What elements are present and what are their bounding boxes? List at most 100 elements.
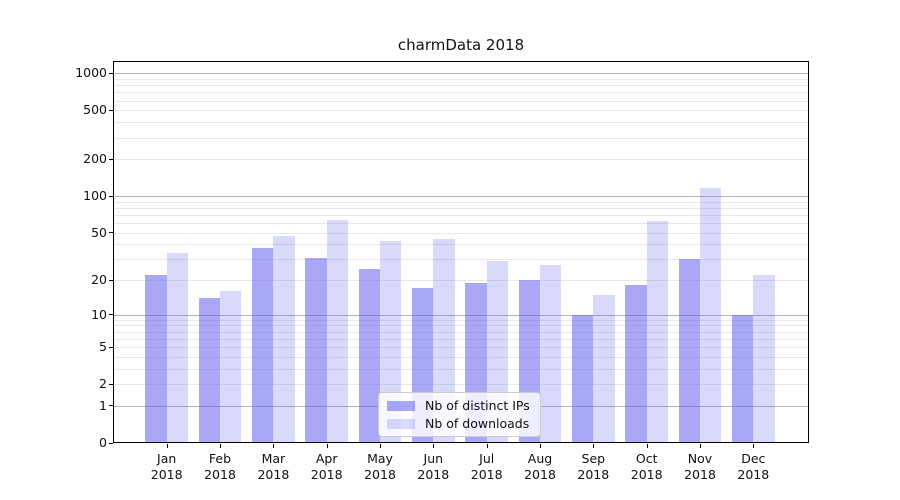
- gridline-600: [113, 100, 809, 102]
- legend-swatch-downloads: [387, 418, 415, 429]
- x-tick-mark-10: [700, 444, 701, 448]
- y-tick-mark-50: [109, 232, 113, 234]
- bar-distinct-ips-sep: [572, 314, 594, 443]
- gridline-500: [113, 110, 809, 112]
- gridline-700: [113, 92, 809, 94]
- x-tick-label-feb: Feb 2018: [204, 451, 236, 482]
- x-tick-label-aug: Aug 2018: [524, 451, 556, 482]
- x-tick-label-jan: Jan 2018: [150, 451, 183, 482]
- x-tick-label-nov: Nov 2018: [684, 451, 716, 482]
- legend: Nb of distinct IPs Nb of downloads: [378, 392, 541, 437]
- bar-downloads-oct: [646, 221, 668, 443]
- y-tick-label-5: 5: [99, 338, 107, 354]
- gridline-40: [113, 244, 809, 246]
- gridline-7: [113, 331, 809, 333]
- x-tick-label-apr: Apr 2018: [310, 451, 343, 482]
- gridline-80: [113, 207, 809, 209]
- gridline-70: [113, 214, 809, 216]
- gridline-5: [113, 347, 809, 349]
- gridline-4: [113, 356, 809, 358]
- y-tick-mark-500: [109, 109, 113, 111]
- gridline-10: [113, 314, 809, 316]
- x-tick-label-mar: Mar 2018: [257, 451, 290, 482]
- bar-distinct-ips-apr: [305, 257, 327, 443]
- bar-distinct-ips-mar: [252, 248, 274, 443]
- x-tick-mark-9: [646, 444, 648, 448]
- gridline-6: [113, 338, 809, 340]
- legend-item-downloads: Nb of downloads: [387, 416, 530, 431]
- y-tick-mark-5: [109, 346, 113, 348]
- bar-distinct-ips-jan: [145, 275, 167, 443]
- gridline-60: [113, 223, 809, 224]
- bar-downloads-aug: [540, 264, 562, 443]
- legend-label-downloads: Nb of downloads: [425, 416, 530, 431]
- gridline-400: [113, 122, 809, 124]
- legend-label-distinct-ips: Nb of distinct IPs: [425, 398, 530, 413]
- x-tick-mark-3: [326, 444, 328, 448]
- y-tick-mark-10: [109, 314, 113, 316]
- gridline-3: [113, 368, 809, 370]
- gridline-20: [113, 280, 809, 282]
- gridline-900: [113, 78, 809, 80]
- y-tick-mark-0: [109, 442, 113, 444]
- bar-downloads-feb: [220, 291, 242, 443]
- gridline-1000: [113, 73, 809, 75]
- x-tick-mark-4: [380, 444, 381, 448]
- y-tick-label-20: 20: [91, 271, 107, 287]
- x-tick-mark-11: [753, 444, 755, 448]
- y-tick-mark-200: [109, 158, 113, 160]
- gridline-50: [113, 232, 809, 234]
- y-tick-label-200: 200: [83, 150, 107, 166]
- bar-distinct-ips-dec: [732, 314, 754, 443]
- x-tick-label-jun: Jun 2018: [417, 451, 450, 482]
- bar-distinct-ips-feb: [198, 298, 220, 443]
- plot-area: [113, 61, 809, 443]
- x-tick-label-jul: Jul 2018: [470, 451, 503, 482]
- x-tick-mark-7: [540, 444, 541, 448]
- bar-distinct-ips-may: [358, 268, 380, 443]
- bar-downloads-mar: [273, 235, 295, 443]
- bar-distinct-ips-oct: [625, 285, 647, 443]
- x-tick-mark-5: [433, 444, 435, 448]
- x-tick-label-dec: Dec 2018: [737, 451, 770, 482]
- bar-downloads-jan: [166, 252, 188, 443]
- x-tick-mark-1: [220, 444, 221, 448]
- y-tick-label-10: 10: [91, 306, 107, 322]
- y-tick-mark-1000: [109, 72, 113, 74]
- gridline-2: [113, 384, 809, 386]
- gridline-100: [113, 196, 809, 197]
- gridline-90: [113, 201, 809, 203]
- gridline-30: [113, 259, 809, 261]
- y-tick-mark-2: [109, 383, 113, 385]
- chart-title: charmData 2018: [397, 36, 525, 54]
- y-tick-mark-100: [109, 195, 113, 197]
- y-tick-label-0: 0: [99, 434, 107, 450]
- x-tick-mark-2: [273, 444, 275, 448]
- legend-item-distinct-ips: Nb of distinct IPs: [387, 398, 530, 413]
- bar-downloads-sep: [593, 294, 615, 443]
- y-tick-label-500: 500: [83, 102, 107, 118]
- y-tick-label-1: 1: [99, 397, 107, 413]
- bar-downloads-nov: [700, 187, 722, 443]
- y-tick-mark-20: [109, 279, 113, 281]
- y-tick-label-50: 50: [91, 224, 107, 240]
- gridline-8: [113, 325, 809, 327]
- y-tick-label-2: 2: [99, 375, 107, 391]
- y-tick-label-1000: 1000: [75, 65, 107, 81]
- gridline-800: [113, 85, 809, 87]
- legend-swatch-distinct-ips: [387, 400, 415, 411]
- bar-downloads-apr: [326, 220, 348, 443]
- y-tick-label-100: 100: [83, 187, 107, 203]
- bar-distinct-ips-nov: [678, 259, 700, 443]
- gridline-9: [113, 319, 809, 321]
- gridline-300: [113, 137, 809, 139]
- x-tick-label-may: May 2018: [364, 451, 396, 482]
- x-tick-label-oct: Oct 2018: [630, 451, 663, 482]
- x-tick-mark-6: [486, 444, 488, 448]
- x-tick-mark-8: [593, 444, 595, 448]
- x-tick-mark-0: [166, 444, 168, 448]
- bar-downloads-dec: [753, 275, 775, 443]
- x-tick-label-sep: Sep 2018: [577, 451, 610, 482]
- gridline-200: [113, 159, 809, 161]
